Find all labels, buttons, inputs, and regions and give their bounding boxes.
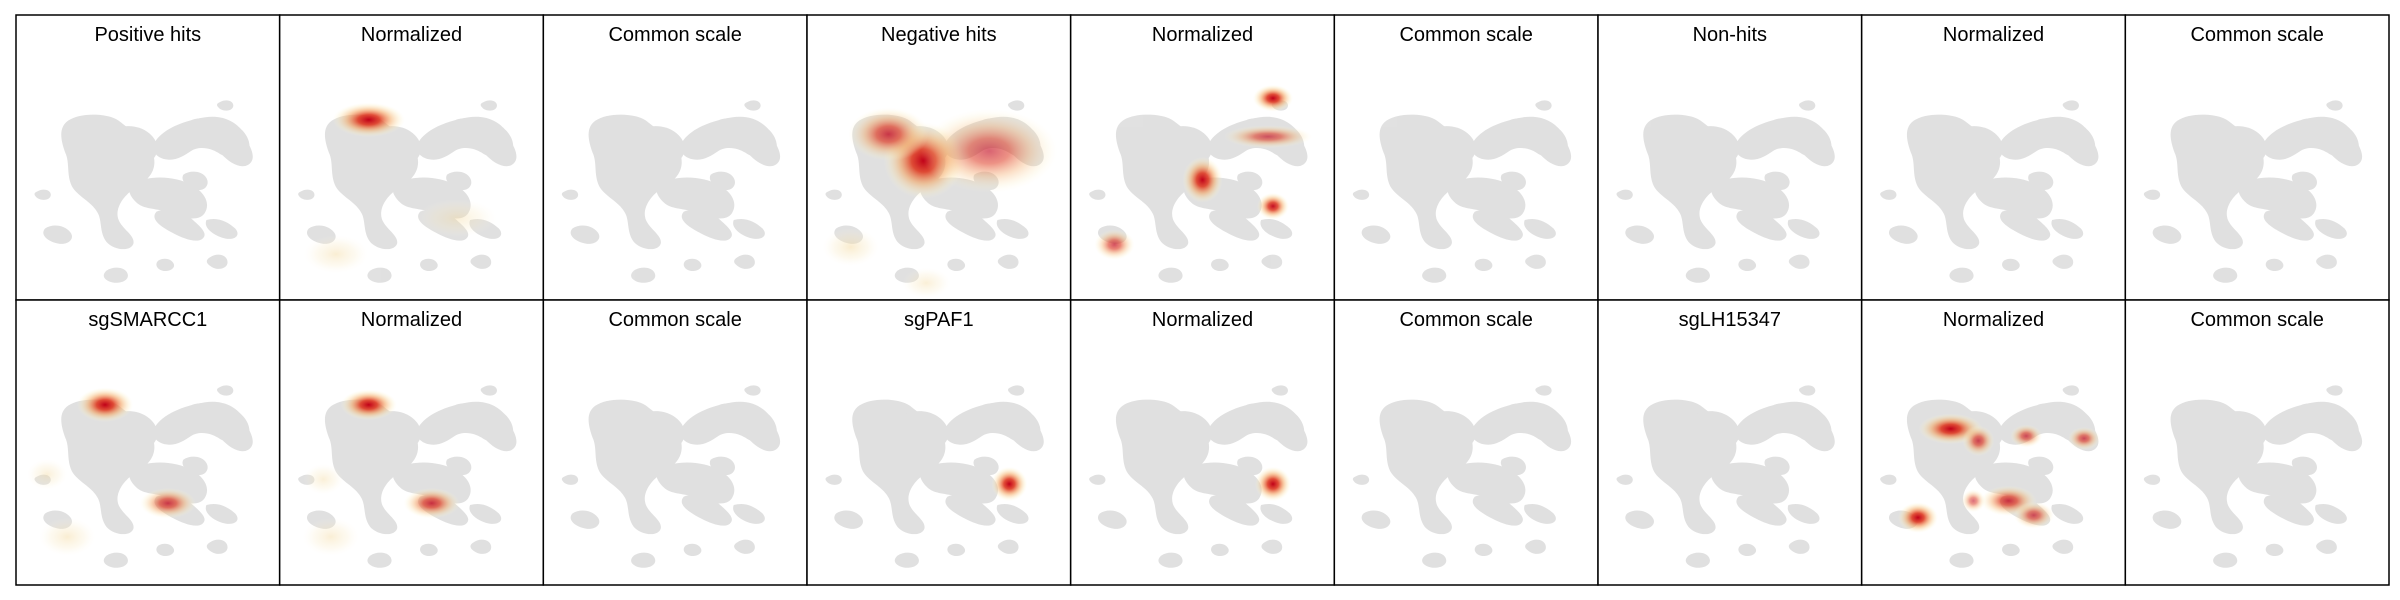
density-panel: Common scale xyxy=(542,299,808,586)
density-hotspot xyxy=(1897,502,1939,533)
density-hotspot xyxy=(902,267,951,299)
panel-title: Non-hits xyxy=(1693,24,1767,46)
density-panel: Normalized xyxy=(1069,14,1336,301)
density-hotspot xyxy=(27,459,68,490)
density-panel: Normalized xyxy=(1860,299,2127,586)
density-hotspot xyxy=(332,102,405,138)
density-hotspot xyxy=(920,108,1058,194)
density-panel: Negative hits xyxy=(806,14,1072,301)
panel-title: Common scale xyxy=(608,24,741,46)
density-panel: Normalized xyxy=(1069,299,1336,586)
density-hotspot xyxy=(1962,425,1995,457)
panel-title: Common scale xyxy=(1399,309,1532,331)
panel-title: Negative hits xyxy=(881,24,997,46)
density-hotspot xyxy=(2013,501,2054,529)
density-hotspot xyxy=(848,107,929,162)
density-hotspot xyxy=(1094,229,1135,260)
panel-title: Common scale xyxy=(1399,24,1532,46)
panel-title: Normalized xyxy=(361,24,462,46)
panel-title: sgLH15347 xyxy=(1679,309,1781,331)
density-hotspot xyxy=(76,387,134,423)
density-hotspot xyxy=(1256,192,1290,220)
density-hotspot xyxy=(39,517,96,556)
density-hotspot xyxy=(1182,156,1223,203)
density-hotspot xyxy=(139,487,197,519)
panel-title: Common scale xyxy=(2190,24,2323,46)
density-panel: Positive hits xyxy=(15,14,281,301)
density-panel: Non-hits xyxy=(1597,14,1863,301)
density-panel: Common scale xyxy=(2124,299,2390,586)
density-hotspot xyxy=(1223,125,1313,149)
density-panel: Common scale xyxy=(2124,14,2390,301)
density-hotspot xyxy=(2010,424,2043,448)
density-hotspot xyxy=(403,487,460,519)
panel-title: Normalized xyxy=(1152,309,1253,331)
density-panel: sgLH15347 xyxy=(1597,299,1863,586)
density-hotspot xyxy=(303,463,344,495)
panel-title: Normalized xyxy=(1943,24,2044,46)
density-panel: Normalized xyxy=(1860,14,2127,301)
density-panel: Common scale xyxy=(1333,14,1599,301)
density-hotspot xyxy=(303,235,369,274)
density-hotspot xyxy=(416,199,498,238)
density-hotspot xyxy=(1961,489,1986,513)
density-hotspot xyxy=(1252,84,1294,112)
panel-title: Common scale xyxy=(2190,309,2323,331)
panel-title: Positive hits xyxy=(94,24,201,46)
density-panel: Normalized xyxy=(278,14,545,301)
density-panel: Normalized xyxy=(278,299,545,586)
panel-title: Normalized xyxy=(361,309,462,331)
density-panel: sgPAF1 xyxy=(806,299,1072,586)
density-panel: Common scale xyxy=(1333,299,1599,586)
density-hotspot xyxy=(991,466,1028,502)
panel-title: sgPAF1 xyxy=(904,309,974,331)
density-hotspot xyxy=(822,227,879,267)
density-panel: Common scale xyxy=(542,14,808,301)
density-hotspot xyxy=(340,389,397,421)
panel-title: Normalized xyxy=(1152,24,1253,46)
density-hotspot xyxy=(302,517,360,556)
panel-title: Common scale xyxy=(608,309,741,331)
panel-title: sgSMARCC1 xyxy=(88,309,207,331)
density-panel: sgSMARCC1 xyxy=(15,299,281,586)
density-hotspot xyxy=(1254,466,1292,502)
panel-title: Normalized xyxy=(1943,309,2044,331)
density-hotspot xyxy=(2067,426,2101,450)
